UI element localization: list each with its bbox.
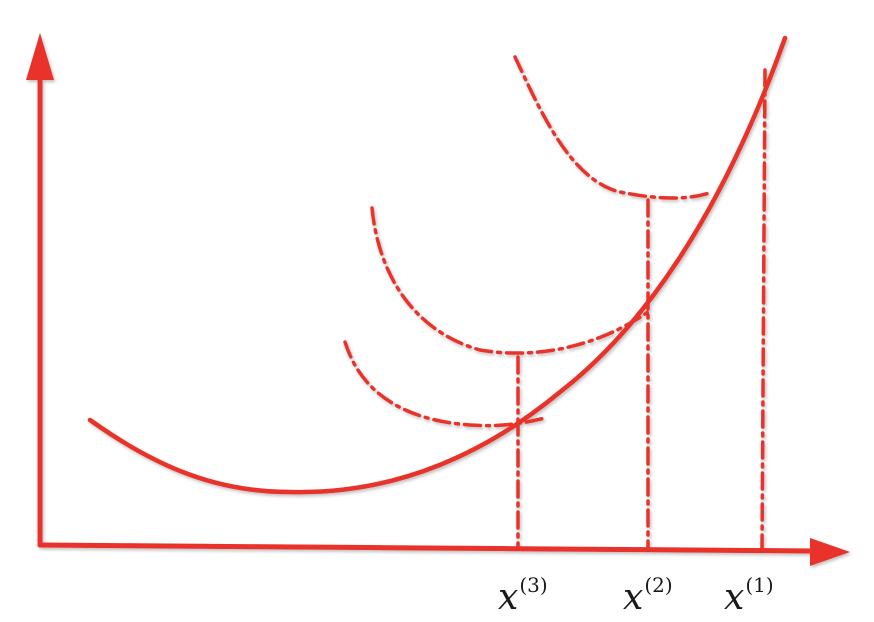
label-x3: x(3): [498, 573, 548, 618]
approximation-curve-1: [513, 55, 714, 200]
label-x2: x(2): [623, 573, 673, 618]
drop-line-x1: [760, 68, 767, 553]
y-axis-arrowhead: [26, 33, 54, 80]
x-axis: [37, 542, 818, 554]
objective-curve: [87, 35, 788, 495]
approximation-curve-2: [370, 206, 650, 355]
x-axis-arrowhead: [810, 538, 850, 566]
label-x1: x(1): [724, 573, 774, 618]
